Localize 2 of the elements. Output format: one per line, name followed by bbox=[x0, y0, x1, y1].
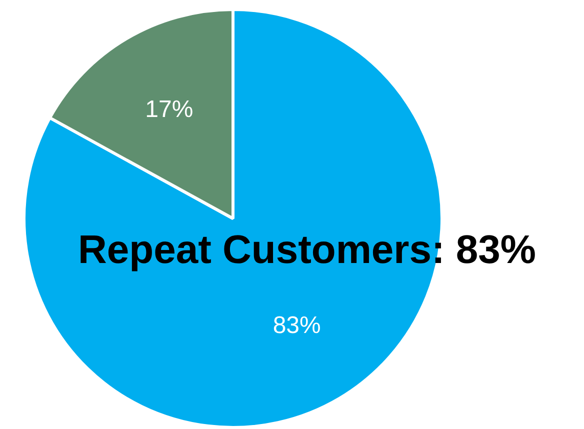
data-label: 17% bbox=[145, 96, 194, 124]
data-label: 83% bbox=[272, 312, 321, 340]
